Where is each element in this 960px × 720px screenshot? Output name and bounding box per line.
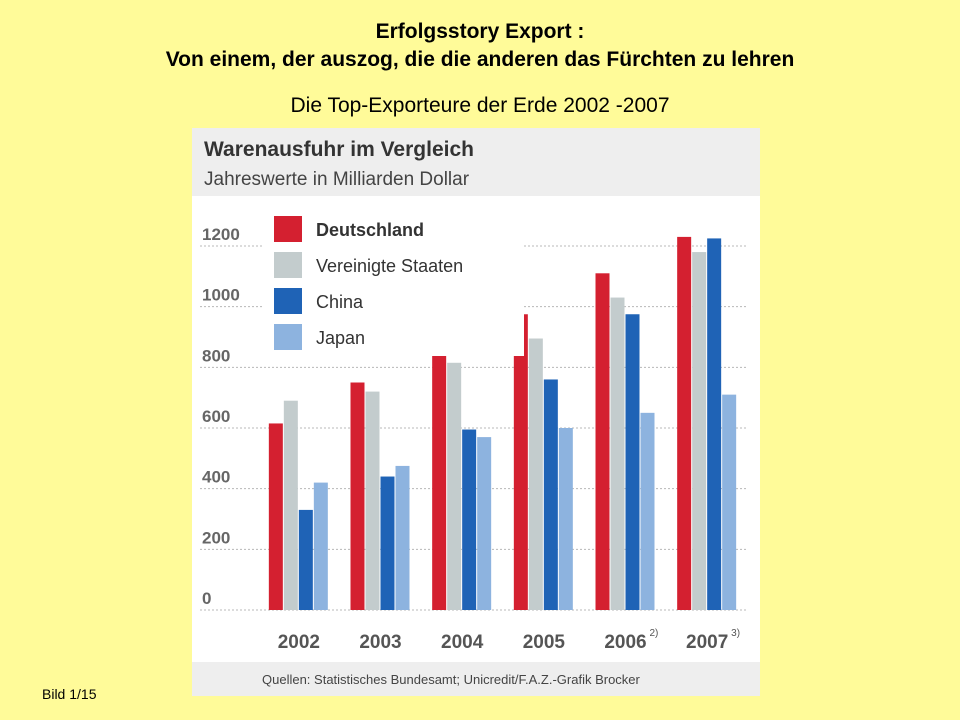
- bar: [543, 379, 558, 610]
- bar: [432, 333, 447, 610]
- legend-label: Vereinigte Staaten: [316, 256, 463, 276]
- slide-subtitle: Die Top-Exporteure der Erde 2002 -2007: [290, 94, 670, 117]
- bar: [625, 314, 640, 610]
- x-tick-footnote: 2): [650, 628, 659, 639]
- y-tick-label: 400: [202, 468, 230, 487]
- legend-label: Deutschland: [316, 220, 424, 240]
- bar: [677, 236, 692, 610]
- slide-title-line1: Erfolgsstory Export :: [375, 20, 585, 43]
- slide-title-line2: Von einem, der auszog, die die anderen d…: [165, 48, 795, 71]
- x-tick-footnote: 3): [731, 628, 740, 639]
- legend-swatch: [274, 324, 302, 350]
- bars: [268, 236, 737, 611]
- export-chart: Warenausfuhr im Vergleich Jahreswerte in…: [192, 128, 760, 696]
- bar: [610, 297, 625, 610]
- x-tick-label: 2002: [278, 632, 320, 653]
- bar: [462, 429, 477, 610]
- legend-label: Japan: [316, 328, 365, 348]
- bar: [722, 394, 737, 610]
- x-tick-label: 2005: [523, 632, 566, 653]
- bar: [283, 400, 298, 610]
- x-tick-label: 2006: [604, 632, 646, 653]
- legend-background: [262, 210, 524, 356]
- bar: [313, 482, 328, 610]
- bar: [447, 362, 462, 610]
- slide-number: Bild 1/15: [42, 686, 97, 702]
- legend: Deutschland Vereinigte Staaten China Japan: [262, 210, 524, 356]
- bar: [707, 238, 722, 610]
- y-tick-label: 1200: [202, 225, 240, 244]
- y-tick-label: 200: [202, 528, 230, 547]
- chart-svg: Warenausfuhr im Vergleich Jahreswerte in…: [192, 128, 760, 696]
- bar: [595, 273, 610, 610]
- bar: [640, 412, 655, 610]
- legend-swatch: [274, 216, 302, 242]
- bar: [268, 423, 283, 610]
- source-band: [192, 662, 760, 696]
- bar: [477, 437, 492, 610]
- y-tick-label: 600: [202, 407, 230, 426]
- bar: [395, 465, 410, 610]
- chart-header-band: [192, 128, 760, 196]
- source-note: Quellen: Statistisches Bundesamt; Unicre…: [262, 672, 641, 687]
- bar: [298, 509, 313, 610]
- bar: [380, 476, 395, 610]
- x-tick-label: 2004: [441, 632, 484, 653]
- legend-swatch: [274, 288, 302, 314]
- bar: [528, 338, 543, 610]
- chart-title: Warenausfuhr im Vergleich: [204, 138, 474, 161]
- bar: [350, 382, 365, 610]
- y-axis-tick-labels: 0 200 400 600 800 1000 1200: [202, 225, 240, 608]
- y-tick-label: 0: [202, 589, 211, 608]
- bar: [692, 252, 707, 611]
- x-tick-label: 2007: [686, 632, 728, 653]
- slide-title: Erfolgsstory Export : Von einem, der aus…: [0, 18, 960, 74]
- y-tick-label: 800: [202, 346, 230, 365]
- legend-label: China: [316, 292, 364, 312]
- x-tick-label: 2003: [359, 632, 401, 653]
- bar: [365, 391, 380, 610]
- y-tick-label: 1000: [202, 286, 240, 305]
- bar: [558, 428, 573, 610]
- bar: [513, 314, 528, 610]
- legend-swatch: [274, 252, 302, 278]
- chart-subtitle: Jahreswerte in Milliarden Dollar: [204, 169, 470, 190]
- x-axis-tick-labels: 2002 2003 2004 2005 2006 2) 2007 3): [278, 628, 740, 653]
